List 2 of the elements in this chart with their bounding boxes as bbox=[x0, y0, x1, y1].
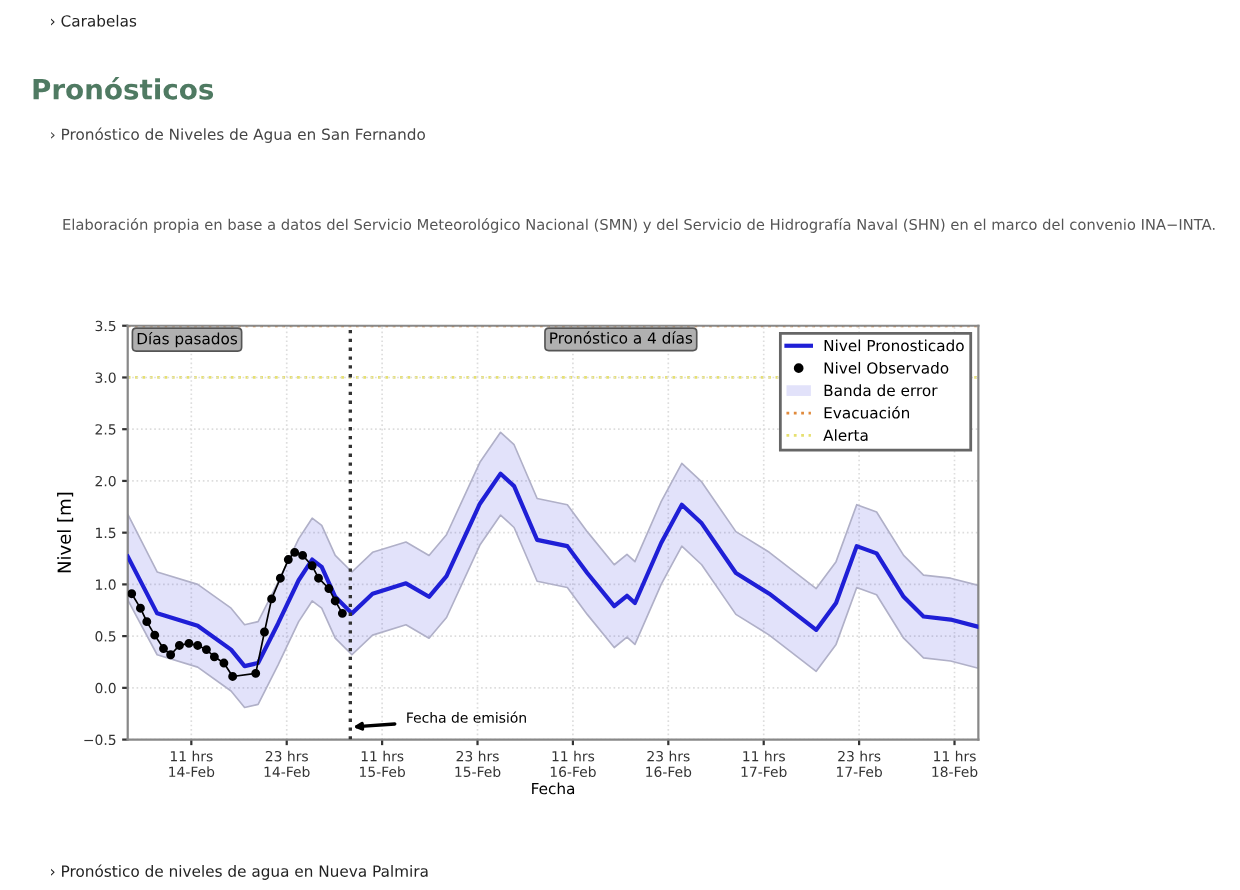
chart-title: Pronósticos bbox=[33, 77, 214, 100]
y-axis-title: Nivel [m] bbox=[57, 492, 74, 573]
